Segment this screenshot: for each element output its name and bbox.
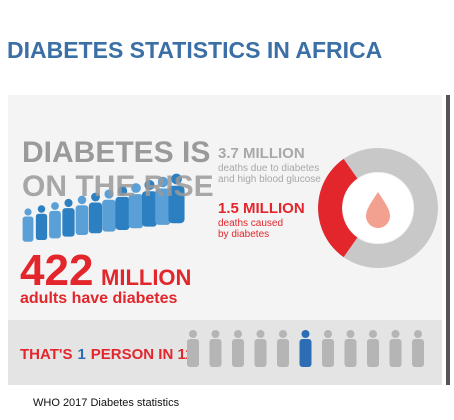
person-head xyxy=(391,330,400,338)
person-head xyxy=(37,205,46,213)
ratio-text: THAT'S 1 PERSON IN 11 xyxy=(20,346,193,363)
deaths-diabetes-label: by diabetes xyxy=(218,229,269,240)
person-head xyxy=(144,179,155,191)
headline-line: ON THE RISE xyxy=(22,170,214,203)
person-head xyxy=(256,330,265,338)
adults-unit: MILLION xyxy=(101,265,191,290)
person-head xyxy=(234,330,242,338)
caption: WHO 2017 Diabetes statistics xyxy=(33,397,180,409)
person-body xyxy=(62,208,75,237)
person-body xyxy=(115,196,130,230)
person-head xyxy=(64,198,73,208)
donut-arc xyxy=(318,158,358,258)
person-head xyxy=(279,330,287,338)
edge-strip xyxy=(446,95,450,385)
person-body xyxy=(209,339,222,367)
person-head xyxy=(189,330,197,338)
person-body xyxy=(232,339,244,367)
crowd xyxy=(22,173,185,242)
person-head xyxy=(211,330,220,338)
blood-drop xyxy=(366,192,390,228)
deaths-total-label: and high blood glucose xyxy=(218,174,321,185)
person-body xyxy=(187,339,199,367)
person-row xyxy=(187,330,424,367)
person-body xyxy=(389,339,402,367)
adults-number: 422 xyxy=(20,246,93,295)
ratio-suffix: PERSON IN 11 xyxy=(91,346,194,363)
person-head xyxy=(157,176,169,188)
person-head xyxy=(91,192,100,202)
person-head xyxy=(346,330,355,338)
person-body xyxy=(22,216,34,242)
person-body xyxy=(102,199,116,232)
person-head xyxy=(171,173,182,185)
person-body xyxy=(35,213,48,241)
person-head xyxy=(324,330,332,338)
person-head xyxy=(24,208,32,216)
deaths-diabetes-number: 1.5 MILLION xyxy=(218,200,305,217)
person-body xyxy=(155,188,171,225)
person-body xyxy=(344,339,357,367)
person-body xyxy=(75,205,89,235)
person-body xyxy=(168,185,185,224)
person-head xyxy=(77,195,87,205)
person-body xyxy=(128,194,144,229)
person-body xyxy=(254,339,267,367)
ratio-prefix: THAT'S xyxy=(20,346,72,363)
person-body xyxy=(88,202,103,234)
person-head xyxy=(104,189,114,199)
person-body xyxy=(367,339,379,367)
person-body xyxy=(49,210,61,239)
person-body xyxy=(412,339,424,367)
person-body xyxy=(299,339,312,367)
person-body xyxy=(277,339,289,367)
person-body xyxy=(322,339,334,367)
person-head xyxy=(117,186,128,196)
deaths-total-label: deaths due to diabetes xyxy=(218,163,319,174)
person-head xyxy=(131,183,141,193)
person-head xyxy=(414,330,422,338)
ratio-highlight: 1 xyxy=(77,346,85,363)
person-head xyxy=(301,330,310,338)
deaths-diabetes-label: deaths caused xyxy=(218,218,283,229)
page-title: DIABETES STATISTICS IN AFRICA xyxy=(7,37,382,63)
headline-line: DIABETES IS xyxy=(22,136,210,169)
person-head xyxy=(51,202,59,210)
deaths-total-number: 3.7 MILLION xyxy=(218,145,305,162)
person-head xyxy=(369,330,377,338)
adults-label: adults have diabetes xyxy=(20,290,177,307)
person-body xyxy=(141,191,158,227)
